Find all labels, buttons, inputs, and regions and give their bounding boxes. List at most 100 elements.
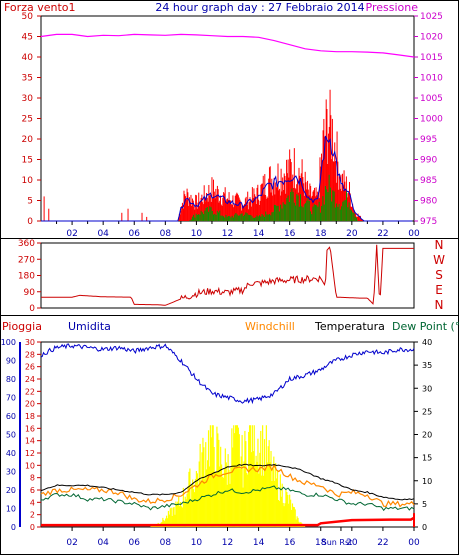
direction-letter: N bbox=[435, 238, 444, 252]
y-right-tick-label: 15 bbox=[422, 454, 432, 463]
plot-frame bbox=[40, 15, 415, 222]
y-left-tick-label: 40 bbox=[6, 449, 16, 458]
y-right-tick-label: 1015 bbox=[420, 53, 443, 63]
y-right-tick-label: 20 bbox=[422, 431, 432, 440]
direction-letter: N bbox=[435, 298, 444, 312]
y-left-tick-label: 100 bbox=[1, 338, 16, 347]
temperature-line bbox=[40, 463, 415, 501]
x-tick-label: 20 bbox=[346, 229, 358, 239]
y-tick-label: 90 bbox=[24, 288, 36, 298]
solar-bars bbox=[150, 425, 306, 527]
x-tick-label: 04 bbox=[97, 229, 109, 239]
wind-force-label: Forza vento1 bbox=[4, 1, 76, 14]
y-tick-label: 0 bbox=[27, 217, 33, 227]
y-mid-tick-label: 2 bbox=[30, 511, 35, 520]
y-mid-tick-label: 8 bbox=[30, 474, 35, 483]
y-tick-label: 5 bbox=[27, 197, 33, 207]
x-tick-label: 14 bbox=[253, 538, 265, 548]
y-left-tick-label: 20 bbox=[6, 486, 16, 495]
x-tick-label: 06 bbox=[129, 538, 141, 548]
y-right-tick-label: 40 bbox=[422, 338, 432, 347]
y-right-tick-label: 975 bbox=[420, 217, 437, 227]
x-tick-label: 02 bbox=[66, 229, 77, 239]
y-tick-label: 30 bbox=[22, 94, 34, 104]
x-tick-label: 08 bbox=[160, 229, 172, 239]
pressure-line bbox=[40, 33, 415, 58]
x-tick-label: 20 bbox=[346, 538, 358, 548]
y-right-tick-label: 25 bbox=[422, 407, 432, 416]
y-right-tick-label: 30 bbox=[422, 384, 432, 393]
y-mid-tick-label: 12 bbox=[25, 449, 35, 458]
wind-speed-bars bbox=[43, 89, 364, 221]
wind-panel: 0510152025303540455097598098599099510001… bbox=[22, 12, 444, 239]
gust-line bbox=[41, 135, 413, 222]
x-tick-label: 10 bbox=[191, 229, 203, 239]
x-tick-label: 14 bbox=[253, 229, 265, 239]
y-tick-label: 180 bbox=[18, 272, 35, 282]
y-right-tick-label: 995 bbox=[420, 135, 437, 145]
y-mid-tick-label: 6 bbox=[30, 486, 35, 495]
x-tick-label: 22 bbox=[377, 538, 388, 548]
dewpoint-label: Dew Point (°C bbox=[392, 320, 459, 333]
y-tick-label: 0 bbox=[29, 304, 35, 314]
y-right-tick-label: 1025 bbox=[420, 12, 443, 22]
y-right-tick-label: 1020 bbox=[420, 33, 443, 43]
x-tick-label: 00 bbox=[408, 538, 420, 548]
y-left-tick-label: 80 bbox=[6, 375, 16, 384]
humidity-line bbox=[40, 343, 415, 405]
y-mid-tick-label: 22 bbox=[25, 387, 35, 396]
y-tick-label: 20 bbox=[22, 135, 34, 145]
x-tick-label: 18 bbox=[315, 538, 327, 548]
x-tick-label: 00 bbox=[408, 229, 420, 239]
y-right-tick-label: 1005 bbox=[420, 94, 443, 104]
temperature-panel: 0102030405060708090100024681012141618202… bbox=[1, 338, 432, 548]
y-mid-tick-label: 10 bbox=[25, 461, 35, 470]
y-left-tick-label: 30 bbox=[6, 468, 16, 477]
y-mid-tick-label: 24 bbox=[25, 375, 35, 384]
y-right-tick-label: 5 bbox=[422, 500, 427, 509]
pressure-label: Pressione bbox=[366, 1, 419, 14]
x-tick-label: 12 bbox=[222, 538, 233, 548]
temperature-label: Temperatura bbox=[314, 320, 385, 333]
y-mid-tick-label: 0 bbox=[30, 523, 35, 532]
y-tick-label: 40 bbox=[22, 53, 34, 63]
x-tick-label: 08 bbox=[160, 538, 172, 548]
y-mid-tick-label: 18 bbox=[25, 412, 35, 421]
y-mid-tick-label: 20 bbox=[25, 400, 35, 409]
x-tick-label: 12 bbox=[222, 229, 233, 239]
y-mid-tick-label: 4 bbox=[30, 498, 35, 507]
y-tick-label: 10 bbox=[22, 176, 34, 186]
y-right-tick-label: 10 bbox=[422, 477, 432, 486]
x-tick-label: 18 bbox=[315, 229, 327, 239]
y-left-tick-label: 50 bbox=[6, 431, 16, 440]
humidity-label: Umidita bbox=[68, 320, 111, 333]
direction-line bbox=[41, 244, 414, 306]
y-mid-tick-label: 26 bbox=[25, 363, 35, 372]
x-tick-label: 16 bbox=[284, 538, 296, 548]
x-tick-label: 06 bbox=[129, 229, 141, 239]
x-tick-label: Sun Rst bbox=[322, 538, 353, 547]
y-right-tick-label: 985 bbox=[420, 176, 437, 186]
y-left-tick-label: 60 bbox=[6, 412, 16, 421]
y-mid-tick-label: 30 bbox=[25, 338, 35, 347]
y-right-tick-label: 1010 bbox=[420, 74, 443, 84]
y-mid-tick-label: 28 bbox=[25, 350, 35, 359]
y-right-tick-label: 1000 bbox=[420, 115, 443, 125]
y-mid-tick-label: 16 bbox=[25, 424, 35, 433]
y-right-tick-label: 35 bbox=[422, 361, 432, 370]
y-left-tick-label: 70 bbox=[6, 394, 16, 403]
rain-line bbox=[41, 516, 415, 527]
direction-panel: 0 90 180 270 360 bbox=[18, 239, 415, 314]
y-left-tick-label: 10 bbox=[6, 505, 16, 514]
direction-letter: E bbox=[435, 283, 443, 297]
dewpoint-line bbox=[40, 485, 415, 512]
y-tick-label: 360 bbox=[18, 239, 35, 249]
y-tick-label: 50 bbox=[22, 12, 34, 22]
direction-letter: W bbox=[433, 253, 445, 267]
direction-letter: S bbox=[435, 268, 443, 282]
y-tick-label: 35 bbox=[22, 74, 33, 84]
y-tick-label: 45 bbox=[22, 33, 33, 43]
x-tick-label: 10 bbox=[191, 538, 203, 548]
